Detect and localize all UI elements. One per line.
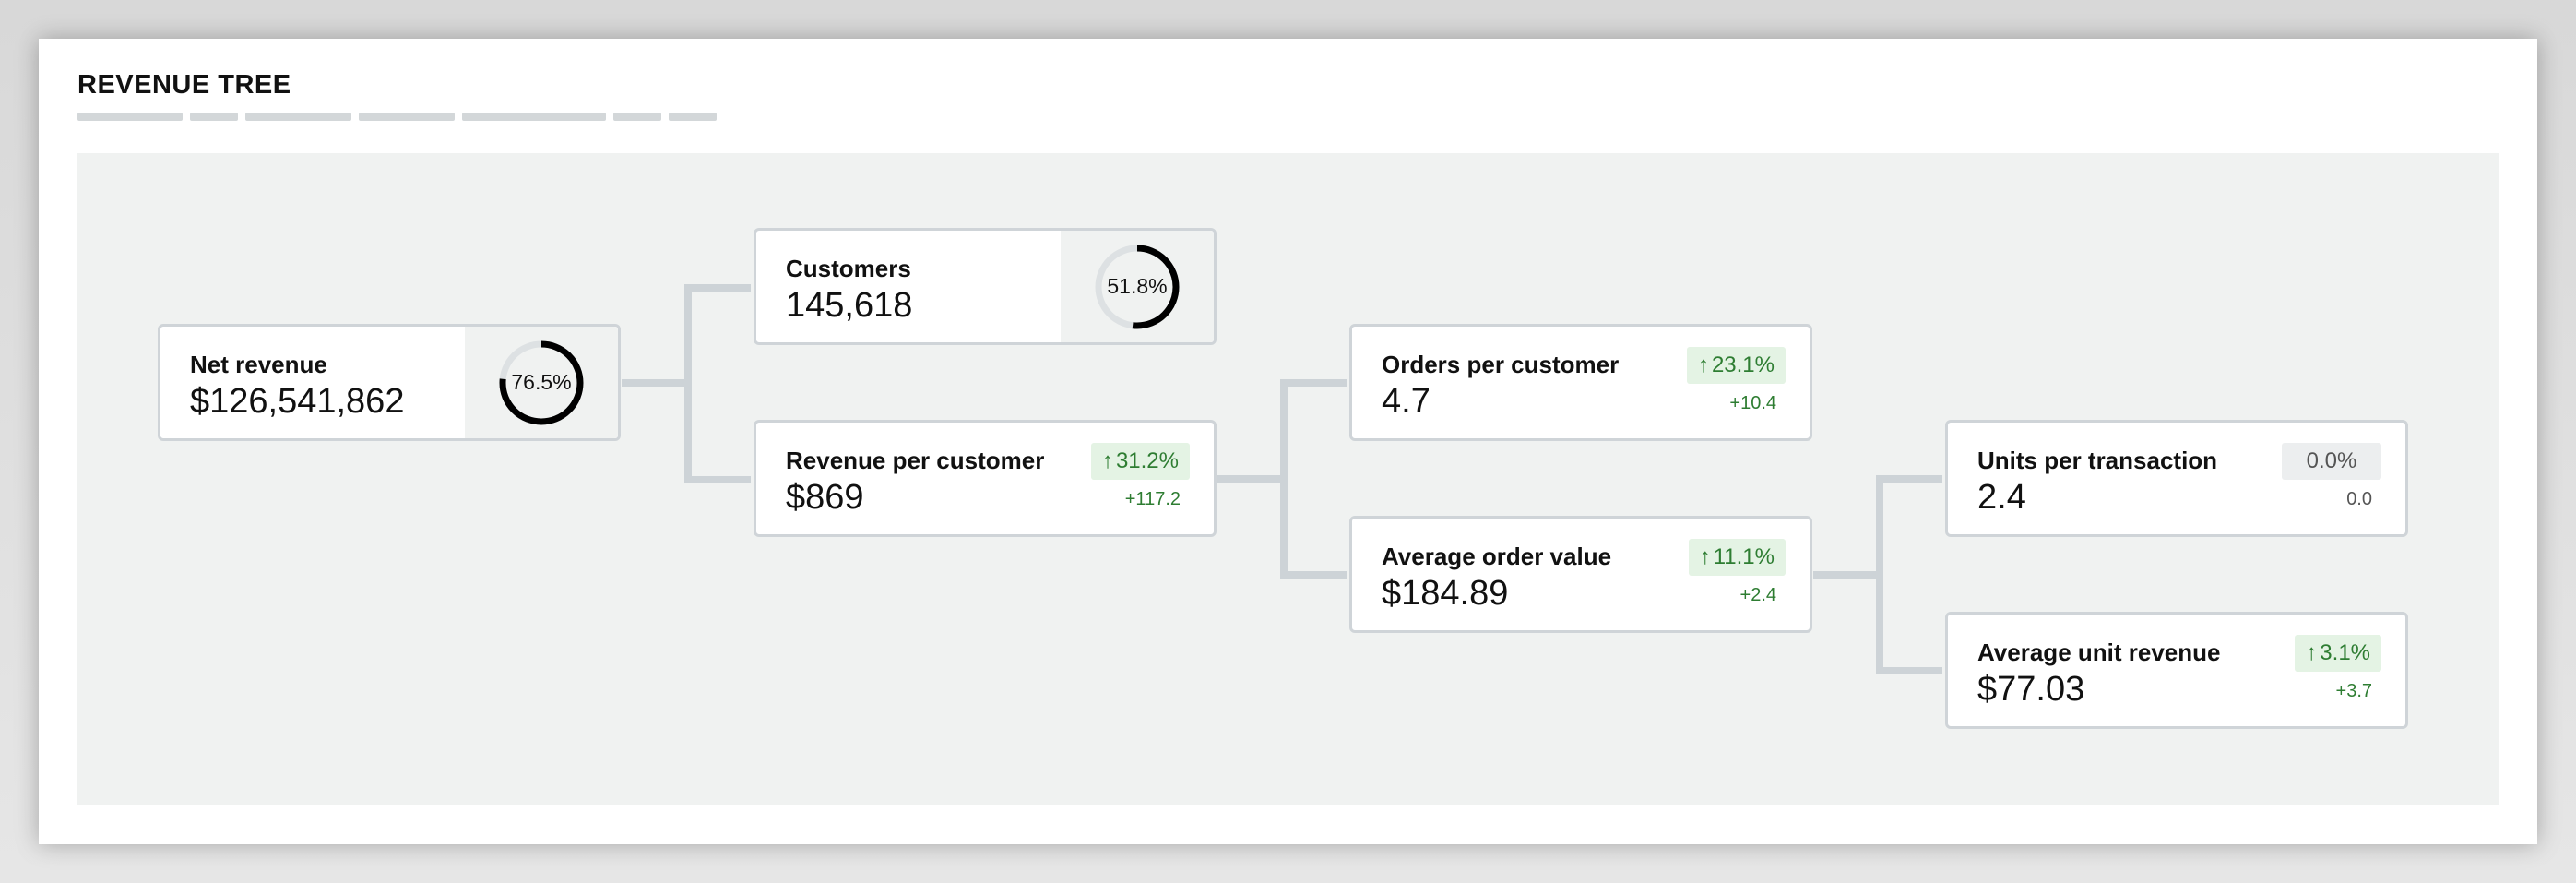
progress-ring: 76.5%	[465, 327, 618, 438]
node-average-unit-revenue[interactable]: Average unit revenue $77.03 ↑ 3.1% +3.7	[1945, 612, 2408, 729]
node-value: 4.7	[1382, 382, 1430, 421]
node-value: $184.89	[1382, 574, 1509, 613]
node-value: $126,541,862	[190, 382, 405, 421]
change-absolute: +117.2	[1124, 489, 1181, 509]
ring-percent: 51.8%	[1107, 274, 1168, 298]
change-absolute: +3.7	[2335, 681, 2372, 701]
change-badge: ↑ 31.2%	[1090, 443, 1190, 480]
node-units-per-transaction[interactable]: Units per transaction 2.4 0.0% 0.0	[1945, 420, 2408, 537]
change-absolute: +2.4	[1739, 585, 1776, 605]
page-title: REVENUE TREE	[77, 70, 291, 100]
node-average-order-value[interactable]: Average order value $184.89 ↑ 11.1% +2.4	[1349, 516, 1812, 633]
node-label: Revenue per customer	[786, 447, 1045, 474]
change-percent: 23.1%	[1711, 352, 1775, 377]
change-absolute: +10.4	[1729, 393, 1776, 413]
change-percent: 31.2%	[1115, 448, 1179, 473]
change-badge: ↑ 11.1%	[1688, 539, 1786, 576]
arrow-up-icon: ↑	[1697, 352, 1709, 377]
change-badge: 0.0%	[2282, 443, 2381, 480]
arrow-up-icon: ↑	[1101, 448, 1113, 473]
node-customers[interactable]: Customers 145,618 51.8%	[754, 228, 1217, 345]
ring-percent: 76.5%	[511, 370, 572, 394]
arrow-up-icon: ↑	[1699, 544, 1711, 569]
node-label: Average order value	[1382, 543, 1612, 570]
node-value: 2.4	[1977, 478, 2026, 517]
change-badge: ↑ 3.1%	[2295, 635, 2381, 672]
node-label: Customers	[786, 255, 911, 282]
arrow-up-icon: ↑	[2306, 640, 2318, 665]
change-absolute: 0.0	[2346, 489, 2372, 509]
progress-ring: 51.8%	[1061, 231, 1214, 342]
change-percent: 11.1%	[1713, 544, 1775, 569]
node-value: $869	[786, 478, 864, 517]
node-label: Net revenue	[190, 351, 327, 378]
node-value: 145,618	[786, 286, 913, 325]
node-revenue-per-customer[interactable]: Revenue per customer $869 ↑ 31.2% +117.2	[754, 420, 1217, 537]
change-percent: 3.1%	[2320, 640, 2370, 665]
ring-icon	[1095, 245, 1180, 329]
ring-icon	[499, 340, 584, 425]
node-orders-per-customer[interactable]: Orders per customer 4.7 ↑ 23.1% +10.4	[1349, 324, 1812, 441]
node-label: Average unit revenue	[1977, 638, 2221, 666]
change-percent: 0.0%	[2306, 448, 2357, 473]
node-net-revenue[interactable]: Net revenue $126,541,862 76.5%	[158, 324, 621, 441]
node-value: $77.03	[1977, 670, 2085, 709]
node-label: Orders per customer	[1382, 351, 1620, 378]
node-label: Units per transaction	[1977, 447, 2218, 474]
change-badge: ↑ 23.1%	[1686, 347, 1786, 384]
